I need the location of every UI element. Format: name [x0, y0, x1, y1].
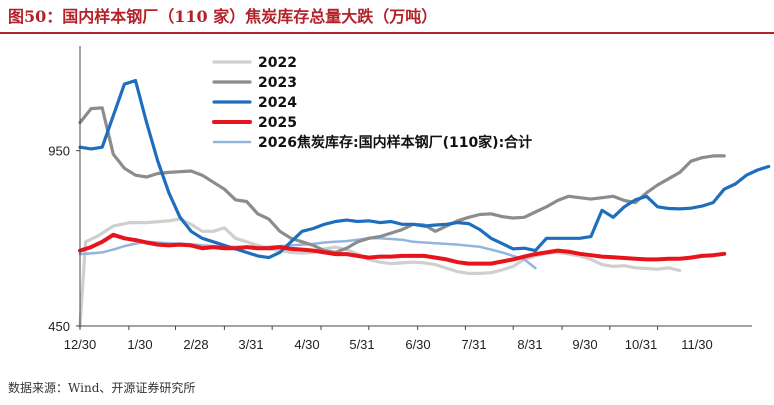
- x-tick-label: 1/30: [127, 337, 152, 352]
- x-tick-label: 3/31: [238, 337, 263, 352]
- series-lines: [78, 78, 771, 328]
- source-note: 数据来源：Wind、开源证券研究所: [8, 381, 196, 395]
- line-chart: 450 950 12/30 1/30 2/28 3/31 4/30 5/31 6/30 7/31 8…: [48, 46, 771, 352]
- x-tick-label: 7/31: [461, 337, 486, 352]
- x-tick-label: 2/28: [183, 337, 208, 352]
- x-tick-label: 11/30: [681, 337, 713, 352]
- series-line-2023: [78, 106, 726, 254]
- legend-label: 2023: [258, 75, 297, 91]
- series-line-2024: [78, 78, 771, 260]
- legend: 2022 2023 2024 2025 2026焦炭库存:国内样本钢厂(110家):合计: [212, 55, 532, 151]
- title-divider: [0, 32, 774, 34]
- legend-label: 2022: [258, 55, 297, 71]
- x-tick-label: 6/30: [405, 337, 430, 352]
- axes: 450 950 12/30 1/30 2/28 3/31 4/30 5/31 6/30 7/31 8…: [48, 46, 752, 352]
- x-tick-label: 4/30: [294, 337, 319, 352]
- legend-label: 2025: [258, 115, 297, 131]
- x-tick-label: 8/31: [517, 337, 542, 352]
- x-tick-label: 10/31: [625, 337, 658, 352]
- series-line-2025: [78, 232, 727, 266]
- chart-title: 图50：国内样本钢厂（110 家）焦炭库存总量大跌（万吨）: [8, 7, 438, 26]
- x-tick-label: 9/30: [572, 337, 597, 352]
- x-tick-label: 5/31: [349, 337, 374, 352]
- x-tick-label: 12/30: [64, 337, 97, 352]
- y-tick-label: 450: [48, 319, 70, 334]
- legend-label: 2024: [258, 95, 297, 111]
- y-tick-label: 950: [48, 144, 70, 159]
- legend-label: 2026焦炭库存:国内样本钢厂(110家):合计: [258, 134, 532, 151]
- series-line-2022: [78, 217, 682, 328]
